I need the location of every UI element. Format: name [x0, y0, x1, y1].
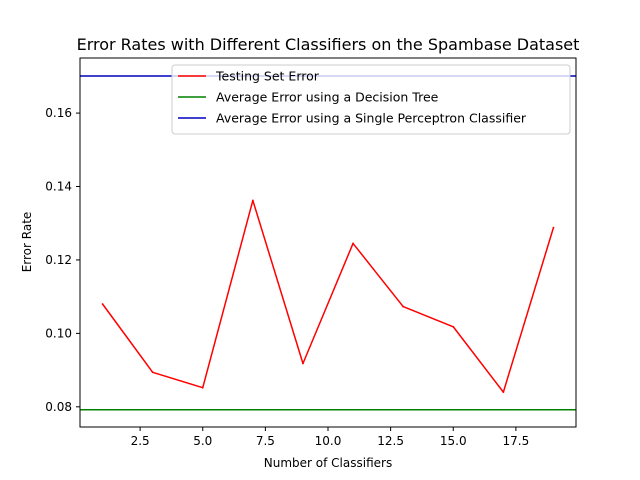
- x-tick-label: 5.0: [193, 434, 212, 448]
- x-axis-label: Number of Classifiers: [264, 456, 392, 470]
- x-tick-label: 10.0: [315, 434, 342, 448]
- y-tick-label: 0.16: [45, 106, 72, 120]
- x-tick-label: 12.5: [377, 434, 404, 448]
- legend: Testing Set Error Average Error using a D…: [171, 64, 571, 135]
- series-1-point: [201, 386, 204, 389]
- y-axis-label: Error Rate: [20, 212, 34, 273]
- x-tick-label: 17.5: [503, 434, 530, 448]
- y-tick-label: 0.14: [45, 180, 72, 194]
- series-1-point: [101, 303, 104, 305]
- x-tick-label: 2.5: [131, 434, 150, 448]
- y-tick-label: 0.10: [45, 326, 72, 340]
- legend-entry: Testing Set Error: [215, 69, 320, 84]
- series-1-point: [502, 391, 505, 394]
- y-tick-label: 0.12: [45, 253, 72, 267]
- legend-entry: Average Error using a Single Perceptron …: [216, 111, 527, 126]
- series-1-line: [101, 199, 555, 393]
- series-1-point: [251, 199, 254, 202]
- x-tick-label: 7.5: [256, 434, 275, 448]
- series-1-point: [452, 325, 455, 328]
- series-1-point: [151, 371, 154, 374]
- x-tick-label: 15.0: [440, 434, 467, 448]
- chart-title: Error Rates with Different Classifiers o…: [77, 35, 580, 54]
- series-1-point: [402, 305, 405, 308]
- legend-entry: Average Error using a Decision Tree: [216, 90, 439, 105]
- series-1-point: [352, 242, 354, 245]
- series-1-point: [302, 362, 304, 365]
- legend-box: [171, 64, 571, 135]
- y-tick-label: 0.08: [45, 400, 72, 414]
- series-1-point: [552, 226, 555, 229]
